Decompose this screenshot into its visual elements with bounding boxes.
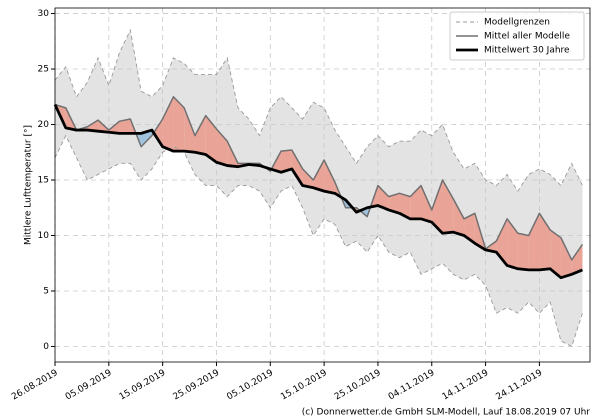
above-normal-fill	[173, 96, 185, 152]
x-tick-label: 26.08.2019	[10, 368, 60, 403]
above-normal-fill	[302, 168, 314, 188]
above-normal-fill	[184, 107, 195, 153]
x-tick-label: 15.10.2019	[279, 368, 329, 403]
y-tick-label: 0	[43, 342, 49, 352]
model-range-line	[54, 134, 583, 348]
x-tick-label: 25.09.2019	[172, 368, 222, 403]
above-normal-fill	[281, 150, 292, 173]
above-normal-fill	[571, 244, 583, 275]
y-axis-label: Mittlere Lufttemperatur [°]	[24, 125, 34, 245]
above-normal-fill	[560, 237, 572, 278]
series-line	[53, 103, 583, 280]
y-tick-label: 5	[43, 286, 49, 296]
y-tick-label: 25	[38, 65, 49, 75]
above-normal-fill	[420, 185, 432, 223]
x-tick-label: 04.11.2019	[387, 368, 437, 403]
y-tick-label: 15	[38, 176, 49, 186]
plot-frame	[54, 7, 591, 363]
model-range-line	[54, 28, 583, 192]
below-normal-fill	[141, 130, 152, 147]
above-normal-fill	[507, 218, 518, 269]
x-tick-label: 14.11.2019	[441, 368, 491, 403]
above-normal-fill	[313, 160, 325, 192]
legend-box	[449, 11, 585, 61]
x-tick-label: 25.10.2019	[333, 368, 383, 403]
above-normal-fill	[453, 198, 465, 236]
legend-label: Mittelwert 30 Jahre	[484, 46, 570, 56]
y-tick-label: 30	[38, 9, 50, 19]
above-normal-fill	[399, 193, 411, 219]
above-normal-fill	[431, 180, 443, 234]
above-normal-fill	[442, 180, 454, 234]
above-normal-fill	[194, 115, 206, 155]
footer: (c) Donnerwetter.de GmbH SLM-Modell, Lau…	[302, 408, 591, 418]
above-normal-fill	[324, 160, 335, 194]
above-normal-fill	[550, 229, 561, 278]
above-normal-fill	[388, 193, 400, 214]
above-normal-fill	[528, 213, 540, 270]
y-tick-label: 10	[38, 231, 50, 241]
x-tick-label: 05.10.2019	[225, 368, 275, 403]
y-tick-label: 20	[38, 120, 50, 130]
x-tick-label: 05.09.2019	[64, 368, 114, 403]
above-normal-fill	[119, 118, 131, 134]
above-normal-fill	[87, 120, 99, 132]
above-normal-fill	[377, 185, 389, 210]
above-normal-fill	[162, 96, 174, 152]
above-normal-fill	[291, 150, 303, 186]
legend: Modellgrenzen Mittel aller Modelle Mittelw…	[449, 11, 585, 61]
above-normal-fill	[205, 115, 217, 163]
legend-label: Mittel aller Modelle	[484, 32, 570, 42]
x-tick-label: 15.09.2019	[118, 368, 168, 403]
above-normal-fill	[539, 213, 551, 270]
above-normal-fill	[216, 128, 228, 166]
above-normal-fill	[153, 118, 163, 147]
x-tick-label: 24.11.2019	[495, 368, 545, 403]
series-line	[54, 96, 584, 261]
above-normal-fill	[517, 233, 529, 270]
legend-label: Modellgrenzen	[484, 18, 550, 28]
